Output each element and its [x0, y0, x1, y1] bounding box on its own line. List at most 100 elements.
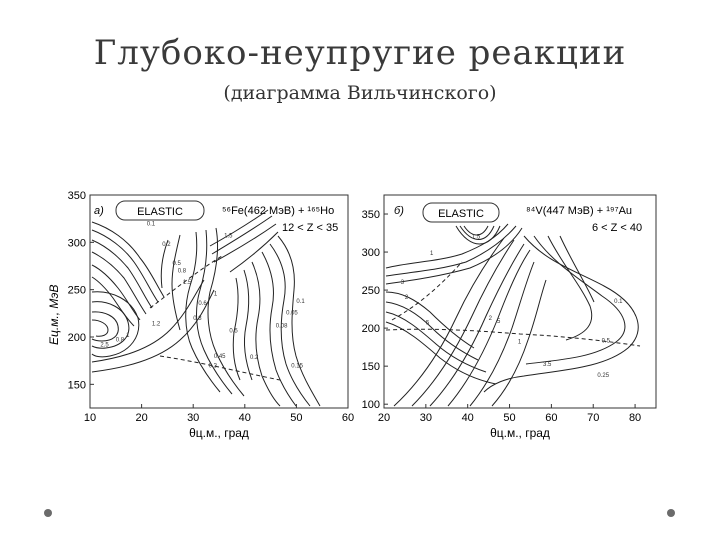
panel-b-contour: [483, 235, 639, 393]
panel-b: б) ELASTIC ⁸⁴V(447 МэВ) + ¹⁹⁷Au 6 < Z < …: [362, 194, 657, 440]
panel-a-contour: [243, 269, 253, 381]
panel-b-contour: [463, 225, 489, 236]
panel-a-contour: [277, 235, 321, 407]
panel-b-contour: [455, 225, 501, 245]
y-tick-label: 150: [68, 379, 86, 391]
panel-b-dashed-line: [391, 261, 463, 321]
panel-b-contour: [411, 239, 515, 407]
y-tick-label: 200: [362, 323, 380, 335]
contour-level-label: 0.8: [116, 338, 125, 344]
panel-a-contour: [171, 234, 181, 331]
x-tick-label: 10: [84, 412, 96, 424]
contour-level-label: 1.5: [183, 280, 192, 286]
panel-b-contour: [547, 235, 593, 341]
panel-a-contour: [232, 277, 241, 381]
x-tick-label: 80: [629, 412, 641, 424]
panel-a-contour: [185, 231, 221, 393]
contour-level-label: 1.5: [224, 234, 233, 240]
contour-level-label: 1: [518, 339, 522, 345]
panel-a-reaction: ⁵⁶Fe(462 МэВ) + ¹⁶⁵Ho: [222, 205, 334, 217]
panel-b-contour: [491, 279, 547, 407]
panel-a: а) ELASTIC ⁵⁶Fe(462 МэВ) + ¹⁶⁵Ho 12 < Z …: [47, 190, 354, 440]
panel-a-contour: [91, 264, 141, 321]
contour-level-label: 0.15: [291, 363, 303, 369]
panel-a-contour: [229, 231, 279, 273]
contour-level-label: 1: [126, 333, 130, 339]
panel-a-contour: [251, 261, 281, 407]
y-tick-label: 350: [362, 209, 380, 221]
panel-a-frame: [89, 194, 349, 409]
slide-subtitle: (диаграмма Вильчинского): [223, 82, 497, 104]
contour-level-label: 0.5: [229, 328, 238, 334]
contour-level-label: 0.1: [296, 299, 305, 305]
panel-b-contour: [385, 301, 479, 361]
x-tick-label: 60: [342, 412, 354, 424]
contour-level-label: 0.25: [597, 373, 609, 379]
contour-level-label: 3.5: [543, 362, 552, 368]
y-tick-label: 150: [362, 361, 380, 373]
panel-b-xlabel: θц.м., град: [490, 426, 550, 440]
y-tick-label: 350: [68, 190, 86, 202]
panel-b-z-range: 6 < Z < 40: [592, 222, 642, 234]
x-tick-label: 40: [239, 412, 251, 424]
nav-dot-right[interactable]: [667, 509, 675, 517]
contour-level-label: 3: [401, 280, 405, 286]
panel-a-contour: [261, 251, 297, 407]
contour-level-label: 0.1: [614, 299, 623, 305]
panel-a-contour: [91, 221, 165, 298]
contour-level-label: 0.2: [162, 242, 171, 248]
panel-b-label: б): [394, 205, 404, 217]
contour-level-label: 2: [405, 295, 409, 301]
panel-a-ylabel: Eц.м., МэВ: [47, 285, 61, 345]
y-tick-label: 200: [68, 332, 86, 344]
panel-a-contour: [211, 215, 273, 255]
contour-level-label: 1: [214, 291, 218, 297]
nav-dot-left[interactable]: [44, 509, 52, 517]
panel-b-contour: [385, 311, 487, 373]
y-tick-label: 300: [68, 237, 86, 249]
panel-b-contour: [459, 225, 495, 240]
panel-b-elastic-box: [422, 202, 500, 223]
contour-level-label: 1.2: [152, 322, 161, 328]
contour-level-label: 0.6: [198, 301, 207, 307]
panel-b-contour: [559, 235, 595, 303]
contour-level-label: 0.05: [286, 310, 298, 316]
contour-level-label: 1.5: [472, 234, 481, 240]
panel-b-dashed-line: [385, 328, 641, 347]
x-tick-label: 20: [378, 412, 390, 424]
panel-a-contour: [160, 239, 169, 289]
panel-a-dashed-line: [149, 255, 223, 309]
panel-a-contour: [196, 229, 233, 395]
panel-a-contour: [91, 251, 147, 315]
x-tick-label: 70: [587, 412, 599, 424]
panel-b-contour: [525, 235, 626, 365]
panel-a-contour: [207, 227, 245, 397]
slide-title: Глубоко-неупругие реакции: [93, 33, 627, 73]
panel-a-elastic-label: ELASTIC: [137, 206, 183, 218]
panel-a-contour: [91, 276, 135, 327]
panel-a-dashed-line: [159, 355, 281, 381]
x-tick-label: 30: [187, 412, 199, 424]
panel-b-contour: [469, 261, 535, 407]
x-tick-label: 20: [135, 412, 147, 424]
contour-level-label: 2: [489, 316, 493, 322]
panel-a-contour: [91, 311, 119, 342]
contour-level-label: 0.8: [178, 269, 187, 275]
panel-a-contour: [269, 243, 311, 407]
contour-level-label: 5: [497, 319, 501, 325]
x-tick-label: 60: [545, 412, 557, 424]
contour-level-label: 5: [426, 320, 430, 326]
panel-b-contour: [385, 223, 509, 269]
y-tick-label: 250: [362, 285, 380, 297]
panel-a-contour: [91, 289, 215, 373]
contour-level-label: 0.1: [147, 221, 156, 227]
panel-a-z-range: 12 < Z < 35: [282, 222, 338, 234]
contour-level-label: 0.8: [193, 316, 202, 322]
panel-b-contour: [385, 227, 523, 285]
panel-a-contour: [91, 239, 153, 309]
panel-a-xlabel: θц.м., град: [189, 426, 249, 440]
panel-b-contour: [385, 291, 475, 349]
panel-a-elastic-box: [115, 200, 205, 221]
panel-b-contour: [447, 249, 531, 407]
